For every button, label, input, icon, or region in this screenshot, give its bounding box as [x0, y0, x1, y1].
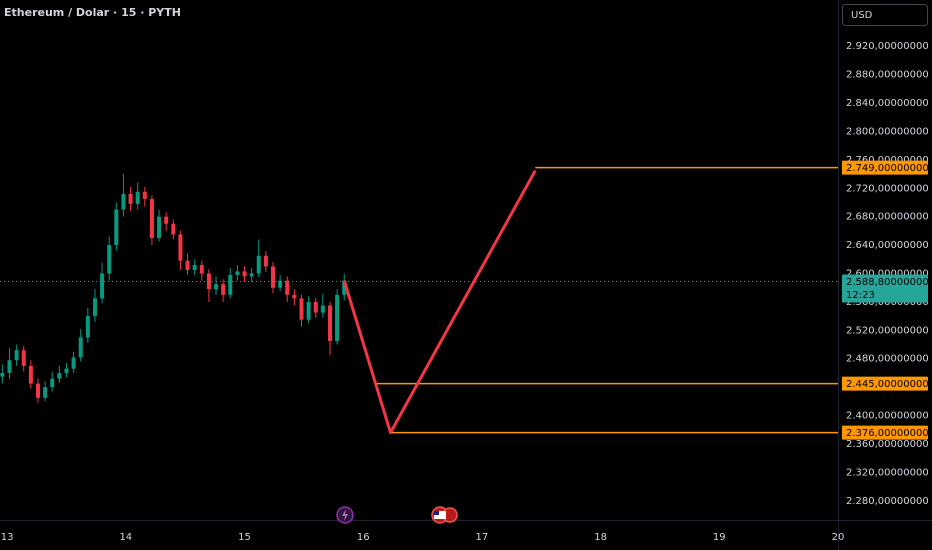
candle-body	[28, 365, 33, 384]
candle-body	[164, 216, 169, 224]
x-tick-label: 13	[1, 532, 14, 543]
candle-body	[178, 234, 183, 261]
candle-body	[285, 280, 290, 295]
candle-body	[242, 271, 247, 277]
candle-body	[100, 273, 105, 299]
candle-body	[0, 372, 5, 377]
candle-body	[185, 260, 190, 270]
level-price-box	[842, 425, 928, 440]
x-tick-label: 18	[594, 532, 607, 543]
candle-body	[35, 383, 40, 398]
candle-body	[14, 350, 19, 361]
event-icon[interactable]	[336, 506, 354, 524]
x-tick-label: 17	[476, 532, 489, 543]
currency-label[interactable]: USD	[851, 10, 873, 21]
candle-body	[121, 193, 126, 210]
candle-body	[92, 298, 97, 317]
candle-body	[199, 264, 204, 274]
flag	[434, 511, 446, 519]
candle-body	[235, 271, 240, 275]
chart-title: Ethereum / Dolar · 15 · PYTH	[4, 6, 181, 19]
candle-body	[228, 274, 233, 295]
candle-body	[21, 350, 26, 366]
y-tick-label: 2.400,00000000	[846, 411, 929, 422]
candle-body	[50, 378, 55, 388]
candle-body	[278, 280, 283, 288]
countdown-label: 12:23	[846, 290, 875, 301]
last-price-label: 2.588,80000000	[846, 277, 929, 288]
y-tick-label: 2.840,00000000	[846, 98, 929, 109]
level-price-box	[842, 376, 928, 391]
candle-body	[107, 245, 112, 274]
y-tick-label: 2.880,00000000	[846, 70, 929, 81]
candle-body	[128, 193, 133, 204]
candle-body	[320, 305, 325, 313]
level-price-label: 2.376,00000000	[846, 428, 929, 439]
candle-body	[306, 301, 311, 320]
candle-body	[78, 337, 83, 358]
flag-icon[interactable]	[431, 506, 458, 524]
level-price-box	[842, 160, 928, 175]
x-tick-label: 14	[119, 532, 132, 543]
plot	[0, 166, 838, 435]
candle-body	[263, 255, 268, 267]
y-tick-label: 2.360,00000000	[846, 439, 929, 450]
y-tick-label: 2.480,00000000	[846, 354, 929, 365]
x-tick-label: 16	[357, 532, 370, 543]
candle-body	[149, 198, 154, 238]
candle-body	[64, 368, 69, 373]
last-price-box	[842, 274, 928, 303]
x-tick-label: 20	[832, 532, 845, 543]
candle-body	[214, 284, 219, 290]
candle-body	[221, 284, 226, 295]
candle-body	[192, 264, 197, 270]
candle-body	[271, 266, 276, 288]
candle-body	[85, 316, 90, 338]
y-tick-label: 2.280,00000000	[846, 496, 929, 507]
candle-body	[57, 372, 62, 379]
y-tick-label: 2.920,00000000	[846, 41, 929, 52]
candle-body	[7, 360, 12, 373]
level-price-label: 2.445,00000000	[846, 379, 929, 390]
y-tick-label: 2.640,00000000	[846, 240, 929, 251]
y-tick-label: 2.800,00000000	[846, 126, 929, 137]
x-tick-label: 19	[713, 532, 726, 543]
y-tick-label: 2.720,00000000	[846, 183, 929, 194]
projection-line	[342, 169, 537, 435]
candle-body	[249, 273, 254, 277]
y-tick-label: 2.520,00000000	[846, 325, 929, 336]
candle-body	[342, 280, 347, 295]
candle-body	[114, 209, 119, 246]
candle-body	[292, 294, 297, 299]
candle-body	[327, 305, 332, 341]
candle-body	[157, 216, 162, 238]
x-tick-label: 15	[238, 532, 251, 543]
candle-body	[335, 294, 340, 341]
candle-body	[299, 298, 304, 320]
candle-body	[135, 191, 140, 204]
y-tick-label: 2.320,00000000	[846, 467, 929, 478]
currency-button[interactable]	[842, 4, 928, 26]
candle-body	[142, 191, 147, 199]
candle-body	[256, 255, 261, 274]
y-tick-label: 2.680,00000000	[846, 212, 929, 223]
y-tick-label: 2.600,00000000	[846, 268, 929, 279]
candle-body	[313, 301, 318, 313]
candle-body	[71, 357, 76, 369]
level-price-label: 2.749,00000000	[846, 163, 929, 174]
flag-canton	[434, 511, 439, 515]
event-bolt	[342, 509, 348, 521]
y-tick-label: 2.760,00000000	[846, 155, 929, 166]
candle-body	[171, 223, 176, 235]
candle-body	[43, 387, 48, 398]
